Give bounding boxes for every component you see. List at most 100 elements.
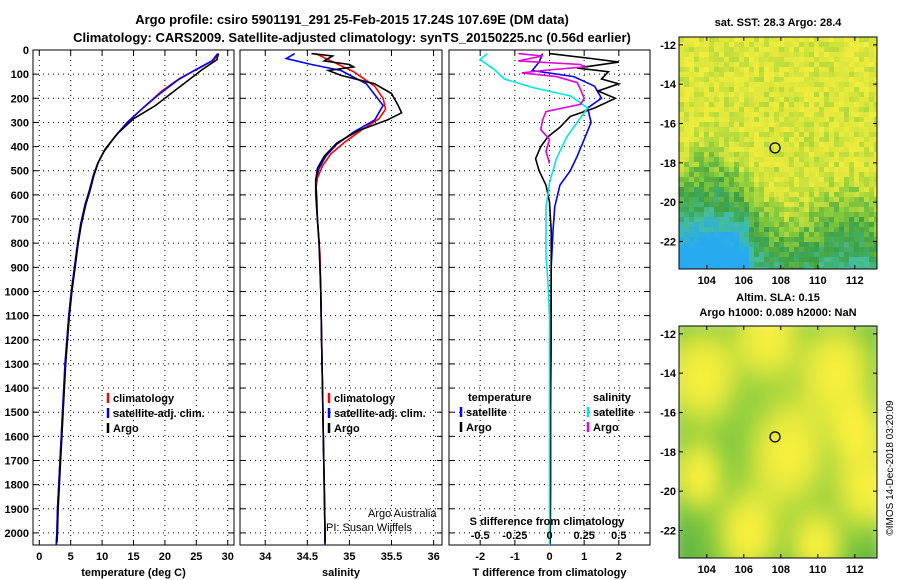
- map-y-tick-label: -12: [660, 40, 676, 52]
- map-y-tick-label: -20: [660, 486, 676, 498]
- x-tick-label: 34: [259, 551, 272, 563]
- top-x-tick-label: -0.5: [471, 530, 490, 542]
- y-tick-label: 500: [11, 166, 29, 178]
- legend-label: climatology: [113, 393, 175, 405]
- x-tick-label: -1: [510, 551, 520, 563]
- legend-label: Argo: [334, 423, 360, 435]
- map-x-tick-label: 108: [772, 564, 790, 576]
- y-tick-label: 1100: [5, 311, 29, 323]
- legend-group-title: salinity: [593, 392, 632, 404]
- series-line-s-satellite: [478, 53, 589, 545]
- sst-map-title: sat. SST: 28.3 Argo: 28.4: [715, 17, 843, 29]
- y-tick-label: 1600: [5, 431, 29, 443]
- map-y-tick-label: -16: [660, 119, 676, 131]
- y-tick-label: 1300: [5, 359, 29, 371]
- argo-location-marker: [769, 142, 781, 154]
- difference-panel: -2 -1 0 1 2 T difference from climatology temp…: [448, 49, 651, 579]
- x-axis-label: T difference from climatology: [472, 567, 627, 579]
- x-tick-label: 0: [36, 551, 42, 563]
- map-y-tick-label: -20: [660, 197, 676, 209]
- y-tick-label: 0: [23, 45, 29, 57]
- legend-label: climatology: [334, 393, 396, 405]
- x-tick-label: 15: [127, 551, 139, 563]
- legend-group-title: temperature: [468, 392, 532, 404]
- top-x-tick-label: 0.25: [573, 530, 594, 542]
- x-tick-label: 35.5: [381, 551, 402, 563]
- x-tick-label: 2: [616, 551, 622, 563]
- plot-frame: [32, 49, 235, 546]
- map-field: [679, 37, 877, 269]
- top-x-tick-label: 0: [546, 530, 552, 542]
- map-y-tick-label: -22: [660, 236, 676, 248]
- series-line-argo: [56, 53, 220, 543]
- map-x-tick-label: 110: [809, 564, 827, 576]
- map-x-tick-label: 108: [772, 275, 790, 287]
- legend-label: satellite-adj. clim.: [334, 408, 426, 420]
- series-line-s-argo: [518, 52, 587, 164]
- map-x-tick-label: 106: [735, 275, 753, 287]
- map-y-tick-label: -18: [660, 447, 676, 459]
- map-frame: [678, 36, 878, 270]
- y-tick-label: 200: [11, 93, 29, 105]
- map-x-tick-label: 112: [846, 564, 864, 576]
- map-y-tick-label: -14: [660, 368, 677, 380]
- credit-line1: Argo Australia: [368, 508, 437, 520]
- map-x-tick-label: 104: [698, 275, 717, 287]
- x-tick-label: 1: [581, 551, 587, 563]
- salinity-panel: 34 34.5 35 35.5 36 salinity climatology satelli…: [239, 49, 443, 579]
- legend-label: Argo: [593, 422, 619, 434]
- map-field: [679, 326, 877, 558]
- x-axis-label: salinity: [322, 567, 361, 579]
- x-tick-label: 20: [159, 551, 171, 563]
- credit-line2: PI: Susan Wijffels: [326, 522, 412, 534]
- x-axis-label: temperature (deg C): [81, 567, 186, 579]
- y-tick-label: 1500: [5, 407, 29, 419]
- x-tick-label: 34.5: [297, 551, 318, 563]
- figure-title-line1: Argo profile: csiro 5901191_291 25-Feb-2…: [135, 12, 569, 27]
- map-x-tick-label: 112: [846, 275, 864, 287]
- x-tick-label: -2: [475, 551, 485, 563]
- map-x-tick-label: 110: [809, 275, 827, 287]
- map-x-tick-label: 106: [735, 564, 753, 576]
- legend-label: satellite: [593, 407, 634, 419]
- map-x-tick-label: 104: [698, 564, 717, 576]
- x-tick-label: 5: [68, 551, 74, 563]
- x-tick-label: 36: [427, 551, 439, 563]
- y-tick-label: 900: [11, 262, 29, 274]
- x-tick-label: 10: [96, 551, 108, 563]
- argo-location-marker: [769, 431, 781, 443]
- y-tick-label: 1000: [5, 286, 29, 298]
- legend-label: Argo: [113, 423, 139, 435]
- y-tick-label: 400: [11, 142, 29, 154]
- y-tick-label: 1200: [5, 335, 29, 347]
- x-tick-label: 0: [546, 551, 552, 563]
- map-frame: [678, 325, 878, 559]
- y-tick-label: 1400: [5, 383, 29, 395]
- top-x-tick-label: -0.25: [502, 530, 527, 542]
- y-tick-label: 2000: [5, 528, 29, 540]
- series-line-t-argo: [534, 52, 622, 543]
- y-tick-label: 600: [11, 190, 29, 202]
- map-y-tick-label: -18: [660, 158, 676, 170]
- figure-title-line2: Climatology: CARS2009. Satellite-adjuste…: [73, 30, 631, 45]
- map-y-tick-label: -22: [660, 525, 676, 537]
- copyright-stamp: ©IMOS 14-Dec-2018 03:20:09: [885, 400, 896, 536]
- legend-label: Argo: [466, 422, 492, 434]
- y-tick-label: 1800: [5, 480, 29, 492]
- y-tick-label: 100: [11, 69, 29, 81]
- y-tick-label: 1700: [5, 455, 29, 467]
- map-y-tick-label: -16: [660, 408, 676, 420]
- temperature-panel: 0 5 10 15 20 25 300100200300400500600700800900…: [5, 45, 235, 579]
- sla-map-title: Altim. SLA: 0.15: [736, 292, 820, 304]
- map-y-tick-label: -12: [660, 329, 676, 341]
- sst-map: sat. SST: 28.3 Argo: 28.4 104 106 108 110 11…: [660, 17, 878, 287]
- legend-label: satellite-adj. clim.: [113, 408, 205, 420]
- x-tick-label: 30: [222, 551, 234, 563]
- top-x-tick-label: 0.5: [611, 530, 626, 542]
- sla-map-subtitle: Argo h1000: 0.089 h2000: NaN: [699, 307, 856, 319]
- series-line-argo: [311, 52, 403, 543]
- x-tick-label: 35: [343, 551, 355, 563]
- x-tick-label: 25: [190, 551, 202, 563]
- y-tick-label: 700: [11, 214, 29, 226]
